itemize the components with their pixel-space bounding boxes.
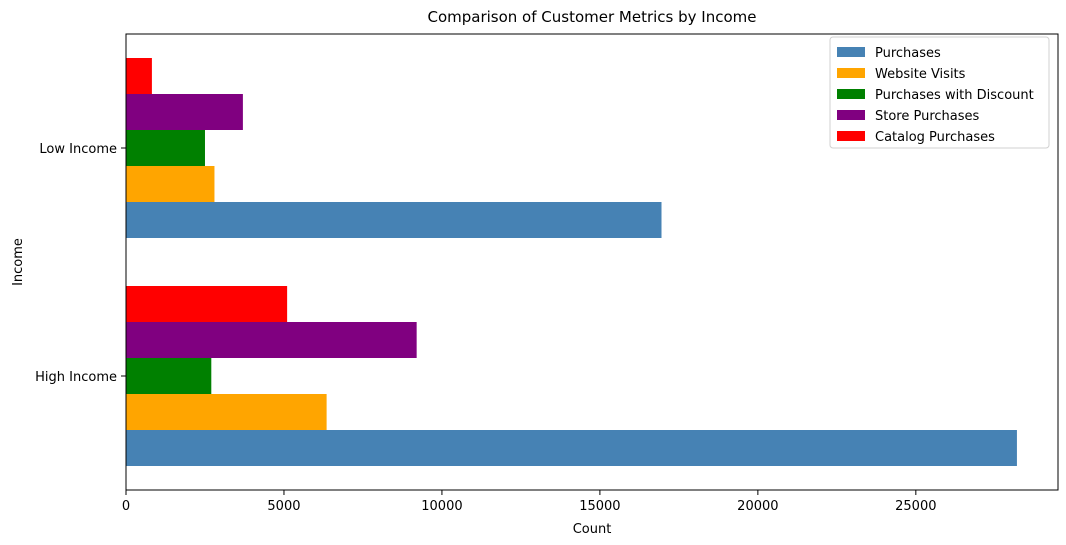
x-axis-ticks: 0 5000 10000 15000 20000 25000 [122, 490, 937, 514]
bar-purchases-with-discount-high-income [126, 358, 212, 394]
y-tick-label: Low Income [39, 142, 117, 157]
plot-frame [125, 33, 1059, 491]
bar-purchases-low-income [126, 202, 662, 238]
bar-store-purchases-high-income [126, 322, 417, 358]
x-tick-label: 10000 [421, 499, 462, 514]
y-axis-ticks: High Income Low Income [35, 142, 126, 385]
bar-purchases-high-income [126, 430, 1017, 466]
legend-swatch [837, 110, 865, 120]
x-tick-label: 0 [122, 499, 130, 514]
bar-purchases-with-discount-low-income [126, 130, 205, 166]
legend-label: Website Visits [875, 67, 966, 82]
bars-group [126, 58, 1017, 466]
legend-label: Catalog Purchases [875, 130, 995, 145]
x-tick-label: 20000 [737, 499, 778, 514]
x-tick-label: 15000 [579, 499, 620, 514]
x-tick-label: 5000 [267, 499, 300, 514]
legend-swatch [837, 131, 865, 141]
bar-catalog-purchases-high-income [126, 286, 288, 322]
legend-box [829, 36, 1050, 149]
chart-title: Comparison of Customer Metrics by Income [427, 8, 756, 26]
legend-label: Store Purchases [875, 109, 980, 124]
y-axis-label: Income [11, 238, 26, 286]
bar-website-visits-high-income [126, 394, 327, 430]
legend: Purchases Website Visits Purchases with Di… [829, 36, 1050, 149]
legend-swatch [837, 89, 865, 99]
x-axis-label: Count [573, 522, 612, 537]
legend-swatch [837, 68, 865, 78]
legend-label: Purchases with Discount [875, 88, 1034, 103]
x-tick-label: 25000 [895, 499, 936, 514]
legend-label: Purchases [875, 46, 941, 61]
bar-catalog-purchases-low-income [126, 58, 152, 94]
y-tick-label: High Income [35, 370, 117, 385]
legend-swatch [837, 47, 865, 57]
bar-website-visits-low-income [126, 166, 215, 202]
bar-store-purchases-low-income [126, 94, 243, 130]
